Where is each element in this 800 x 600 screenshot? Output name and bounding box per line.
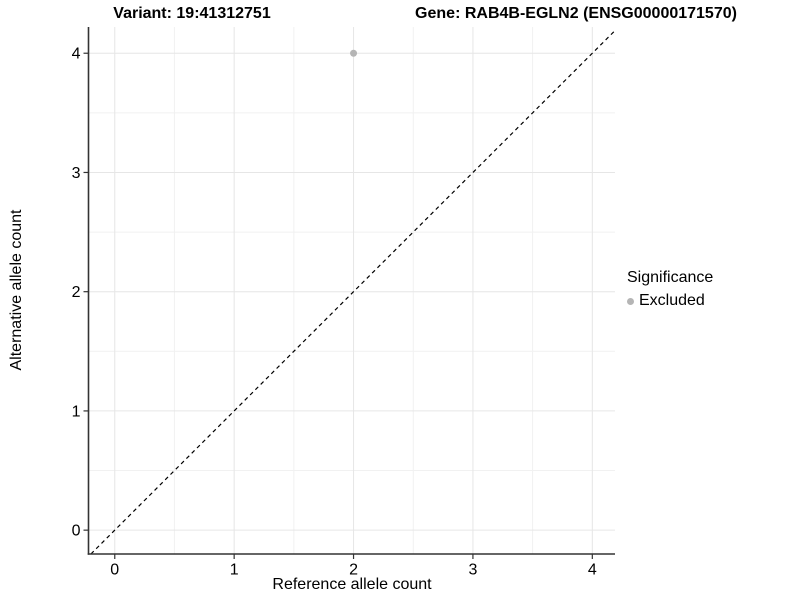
x-tick-label: 4 — [588, 562, 597, 579]
legend-title: Significance — [627, 269, 714, 286]
y-tick-label: 4 — [72, 46, 81, 63]
y-tick-label: 3 — [72, 165, 81, 182]
x-axis-label: Reference allele count — [272, 576, 432, 593]
y-tick-label: 2 — [72, 284, 81, 301]
legend-item-label: Excluded — [639, 292, 705, 309]
x-tick-label: 3 — [468, 562, 477, 579]
gene-title: Gene: RAB4B-EGLN2 (ENSG00000171570) — [415, 5, 737, 22]
data-point — [350, 49, 358, 57]
y-tick-label: 0 — [72, 523, 81, 540]
legend-item-excluded: Excluded — [627, 292, 713, 310]
variant-title: Variant: 19:41312751 — [113, 5, 271, 22]
y-tick-label: 1 — [72, 403, 81, 420]
x-tick-label: 0 — [110, 562, 119, 579]
legend-circle-marker-icon — [627, 297, 634, 305]
x-tick-label: 1 — [230, 562, 239, 579]
legend: Significance Excluded — [627, 269, 713, 310]
x-tick-label: 2 — [349, 562, 358, 579]
identity-reference-line — [90, 30, 616, 555]
y-axis-label: Alternative allele count — [8, 209, 25, 371]
